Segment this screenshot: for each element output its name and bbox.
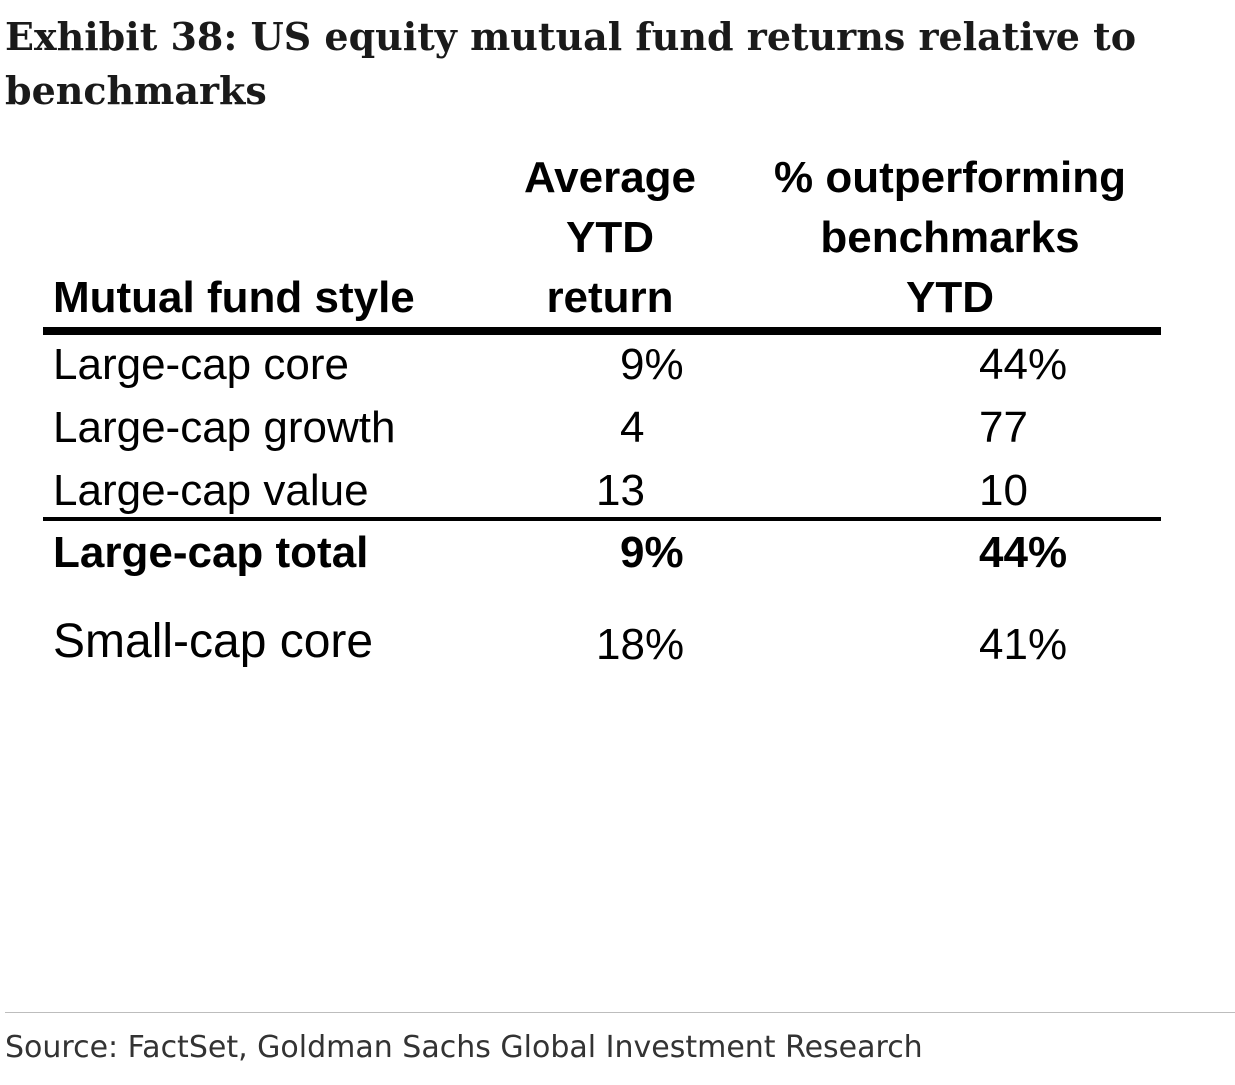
footer-divider: [5, 1012, 1235, 1013]
row-label-small-cap-core: Small-cap core: [53, 615, 374, 668]
header-average-ytd-return: Average YTD return: [480, 148, 740, 328]
cell-avg-large-cap-core: 9%: [620, 340, 684, 389]
cell-pct-large-cap-growth: 77: [979, 403, 1028, 452]
header-rule: [43, 327, 1161, 335]
row-label-large-cap-value: Large-cap value: [53, 466, 369, 515]
row-label-large-cap-core: Large-cap core: [53, 340, 349, 389]
cell-pct-large-cap-core: 44%: [979, 340, 1068, 389]
header-average-line-2: YTD: [566, 213, 654, 262]
row-label-large-cap-total: Large-cap total: [53, 528, 369, 577]
fund-returns-table: Mutual fund style Average YTD return % o…: [43, 148, 1161, 669]
cell-pct-large-cap-value: 10: [979, 466, 1028, 515]
cell-pct-large-cap-total: 44%: [979, 528, 1068, 577]
total-rule: [43, 517, 1161, 521]
header-pct-outperforming: % outperforming benchmarks YTD: [750, 148, 1150, 328]
header-pct-line-3: YTD: [906, 273, 994, 322]
cell-avg-large-cap-growth: 4: [620, 403, 645, 452]
header-average-line-3: return: [546, 273, 674, 322]
exhibit-title: Exhibit 38: US equity mutual fund return…: [5, 14, 1137, 113]
header-pct-line-2: benchmarks: [820, 213, 1080, 262]
cell-pct-small-cap-core: 41%: [979, 620, 1068, 669]
row-label-large-cap-growth: Large-cap growth: [53, 403, 396, 452]
cell-avg-large-cap-total: 9%: [620, 528, 684, 577]
header-average-line-1: Average: [523, 153, 697, 202]
cell-avg-large-cap-value: 13: [596, 466, 645, 515]
cell-avg-small-cap-core: 18%: [596, 620, 685, 669]
source-note: Source: FactSet, Goldman Sachs Global In…: [5, 1030, 923, 1065]
header-pct-line-1: % outperforming: [774, 153, 1126, 202]
header-mutual-fund-style: Mutual fund style: [53, 273, 415, 322]
